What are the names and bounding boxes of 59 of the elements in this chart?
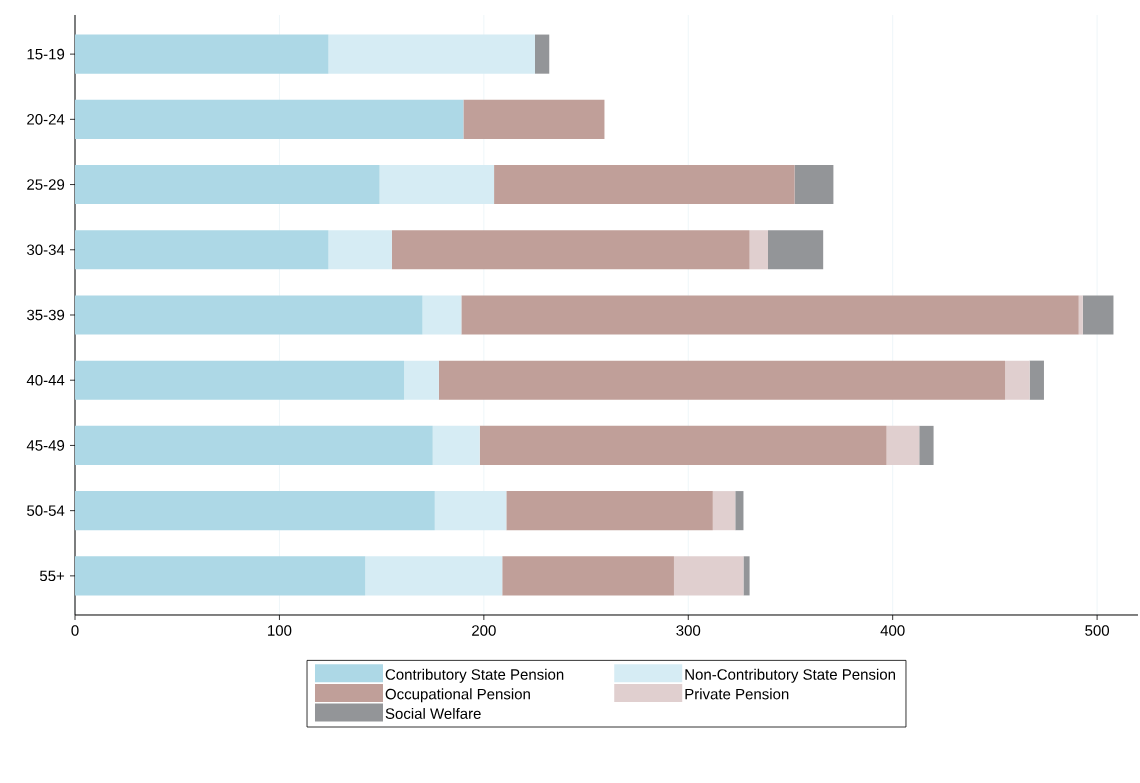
bar — [506, 491, 713, 531]
legend-label: Non-Contributory State Pension — [685, 668, 896, 683]
y-tick-label: 40-44 — [26, 374, 65, 386]
x-tick-label: 0 — [71, 625, 79, 636]
bar — [886, 425, 920, 465]
legend-label: Private Pension — [685, 688, 789, 700]
bar — [379, 164, 495, 205]
bar — [75, 164, 380, 205]
x-tick-label: 300 — [676, 625, 701, 636]
bar — [422, 295, 462, 335]
bar — [75, 425, 433, 465]
y-tick-label: 45-49 — [26, 440, 65, 451]
y-tick-label: 25-29 — [27, 179, 65, 190]
bar — [328, 34, 535, 74]
bar — [438, 360, 1006, 400]
legend-label: Social Welfare — [385, 707, 481, 719]
x-tick-label: 400 — [880, 625, 905, 636]
x-tick-label: 200 — [472, 625, 496, 636]
bar — [735, 491, 744, 531]
bar — [404, 360, 439, 400]
bar — [494, 164, 795, 205]
bar — [673, 556, 744, 596]
bar — [919, 425, 934, 465]
bar — [75, 99, 464, 139]
bar — [434, 491, 507, 531]
bar — [391, 230, 750, 270]
y-tick-label: 30-34 — [27, 244, 65, 256]
bar — [534, 34, 550, 74]
y-tick-label: 20-24 — [27, 114, 65, 125]
y-tick-label: 55+ — [39, 570, 65, 582]
bar — [502, 556, 674, 596]
bar — [794, 164, 834, 205]
bar — [75, 360, 405, 400]
bar — [1005, 360, 1030, 400]
bar — [75, 34, 329, 74]
bar — [365, 556, 503, 596]
bar — [749, 230, 768, 270]
bar — [1082, 295, 1114, 335]
bar — [463, 99, 605, 139]
bar — [328, 230, 392, 270]
y-tick-label: 35-39 — [27, 309, 65, 321]
y-tick-label: 15-19 — [27, 48, 65, 60]
bar — [712, 491, 736, 531]
y-tick-label: 50-54 — [27, 505, 65, 516]
bar — [743, 556, 750, 596]
bar — [479, 425, 887, 465]
bar — [75, 295, 423, 335]
bar — [767, 230, 824, 270]
bar — [75, 230, 329, 270]
bar — [75, 556, 366, 596]
x-tick-label: 100 — [268, 625, 292, 636]
bar — [461, 295, 1079, 335]
bar — [1029, 360, 1044, 400]
bar — [1078, 295, 1083, 335]
bar — [432, 425, 480, 465]
bar — [75, 491, 435, 531]
legend-label: Contributory State Pension — [385, 668, 564, 683]
legend-label: Occupational Pension — [385, 688, 530, 703]
x-tick-label: 500 — [1085, 625, 1110, 636]
